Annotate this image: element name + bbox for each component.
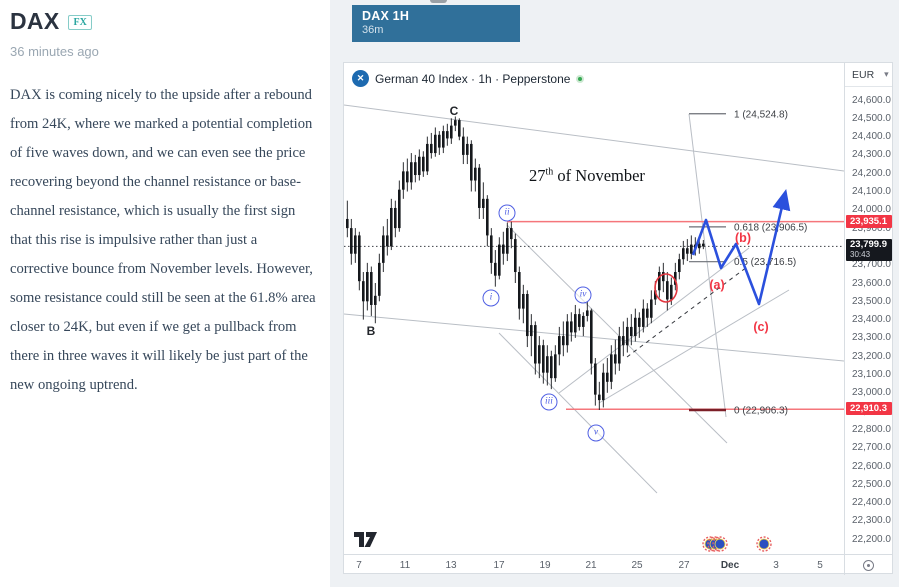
price-tick-label: 23,600.0 xyxy=(852,277,891,289)
svg-text:0 (22,906.3): 0 (22,906.3) xyxy=(734,405,788,416)
time-tick-label: 5 xyxy=(817,560,823,571)
time-tick-label: 13 xyxy=(445,560,457,571)
abc-wave-label[interactable]: (c) xyxy=(753,320,769,334)
price-tick-label: 23,500.0 xyxy=(852,295,891,307)
chevron-down-icon: ▾ xyxy=(884,69,889,79)
time-tick-label: 17 xyxy=(493,560,505,571)
legend-symbol-text: German 40 Index · 1h · Pepperstone xyxy=(375,71,571,86)
svg-text:0.5 (23,716.5): 0.5 (23,716.5) xyxy=(734,257,796,268)
svg-text:0.618 (23,906.5): 0.618 (23,906.5) xyxy=(734,222,807,233)
price-tick-label: 24,200.0 xyxy=(852,167,891,179)
calendar-event-icons[interactable] xyxy=(702,536,772,552)
wave-label-iii[interactable]: iii xyxy=(540,393,558,411)
tradingview-logo[interactable] xyxy=(354,532,377,547)
price-tick-label: 22,300.0 xyxy=(852,515,891,527)
time-tick-label: 11 xyxy=(399,560,411,571)
chart-legend[interactable]: ✕ German 40 Index · 1h · Pepperstone xyxy=(352,70,585,87)
ticker-box-title: DAX 1H xyxy=(362,9,410,23)
price-tick-label: 24,300.0 xyxy=(852,149,891,161)
date-annotation: 27th of November xyxy=(529,166,645,185)
price-tick-label: 24,000.0 xyxy=(852,204,891,216)
article-timestamp: 36 minutes ago xyxy=(10,44,99,59)
time-tick-label: 19 xyxy=(539,560,551,571)
price-axis[interactable]: EUR ▾ 24,600.0 24,500.0 24,400.0 24,300.0 24… xyxy=(844,63,892,554)
svg-text:1 (24,524.8): 1 (24,524.8) xyxy=(734,109,788,120)
time-tick-label: 21 xyxy=(585,560,597,571)
currency-selector[interactable]: EUR ▾ xyxy=(845,63,892,87)
currency-label: EUR xyxy=(852,68,875,81)
price-tick-label: 23,300.0 xyxy=(852,332,891,344)
article-title: DAX xyxy=(10,8,60,34)
market-status-icon xyxy=(576,74,585,83)
abc-wave-label[interactable]: (a) xyxy=(709,278,725,292)
abc-wave-label[interactable]: (b) xyxy=(735,231,751,245)
wave-projection-arrow[interactable] xyxy=(691,188,791,306)
price-tick-label: 23,200.0 xyxy=(852,350,891,362)
axis-corner xyxy=(844,554,892,575)
price-tick-label: 22,500.0 xyxy=(852,478,891,490)
price-tick-label: 22,600.0 xyxy=(852,460,891,472)
article: DAX FX 36 minutes ago DAX is coming nice… xyxy=(10,8,322,400)
top-notch-decoration xyxy=(430,0,447,3)
resistance-price-badge: 23,935.1 xyxy=(846,214,892,228)
time-tick-label: 7 xyxy=(356,560,362,571)
price-tick-label: 23,400.0 xyxy=(852,314,891,326)
time-tick-label: 25 xyxy=(631,560,643,571)
last-price-badge: 23,799.9 30:43 xyxy=(846,239,892,262)
price-tick-label: 23,000.0 xyxy=(852,387,891,399)
price-tick-label: 23,700.0 xyxy=(852,259,891,271)
price-tick-label: 24,600.0 xyxy=(852,94,891,106)
plot-svg: 1 (24,524.8) 0.618 (23,906.5) 0.5 (23,716.… xyxy=(344,104,844,552)
price-tick-label: 23,900.0 xyxy=(852,222,891,234)
last-price-value: 23,799.9 xyxy=(850,239,887,251)
horizontal-price-lines[interactable] xyxy=(507,220,844,410)
fib-retracement[interactable]: 1 (24,524.8) 0.618 (23,906.5) 0.5 (23,716.… xyxy=(689,109,807,416)
price-tick-label: 23,100.0 xyxy=(852,369,891,380)
crosshair-settings-icon[interactable] xyxy=(863,559,874,571)
signal-circle-marker[interactable] xyxy=(654,273,678,303)
bar-countdown: 30:43 xyxy=(850,250,871,260)
wave-label-ii[interactable]: ii xyxy=(498,204,516,222)
wave-label-v[interactable]: v xyxy=(587,424,605,442)
fx-tag-badge[interactable]: FX xyxy=(68,15,92,30)
support-price-badge: 22,910.3 xyxy=(846,402,892,416)
time-axis[interactable]: 7 11 13 17 19 21 25 27 Dec 3 5 xyxy=(344,554,844,575)
wave-letter-C[interactable]: C xyxy=(449,104,459,118)
price-tick-label: 22,700.0 xyxy=(852,442,891,454)
symbol-logo-icon: ✕ xyxy=(352,70,369,87)
ticker-box-timeframe: 36m xyxy=(362,24,384,36)
time-tick-label: 3 xyxy=(773,560,779,571)
time-tick-label: 27 xyxy=(678,560,690,571)
price-tick-label: 24,500.0 xyxy=(852,112,891,124)
plot-area[interactable]: 1 (24,524.8) 0.618 (23,906.5) 0.5 (23,716.… xyxy=(344,63,844,554)
price-tick-label: 24,100.0 xyxy=(852,186,891,197)
projection-dashed-line[interactable] xyxy=(626,266,748,358)
price-tick-label: 22,200.0 xyxy=(852,533,891,545)
price-tick-label: 24,400.0 xyxy=(852,131,891,143)
price-tick-label: 22,400.0 xyxy=(852,497,891,509)
time-tick-label: Dec xyxy=(720,560,740,571)
trend-lines[interactable] xyxy=(344,104,844,494)
candlestick-series xyxy=(346,116,705,411)
ticker-box[interactable]: DAX 1H 36m xyxy=(352,5,520,42)
wave-letter-B[interactable]: B xyxy=(366,324,376,338)
article-body: DAX is coming nicely to the upside after… xyxy=(10,87,316,393)
wave-label-i[interactable]: i xyxy=(482,289,500,307)
chart-panel: 1 (24,524.8) 0.618 (23,906.5) 0.5 (23,716.… xyxy=(343,62,893,575)
wave-label-iv[interactable]: iv xyxy=(574,286,592,304)
price-tick-label: 22,800.0 xyxy=(852,423,891,435)
